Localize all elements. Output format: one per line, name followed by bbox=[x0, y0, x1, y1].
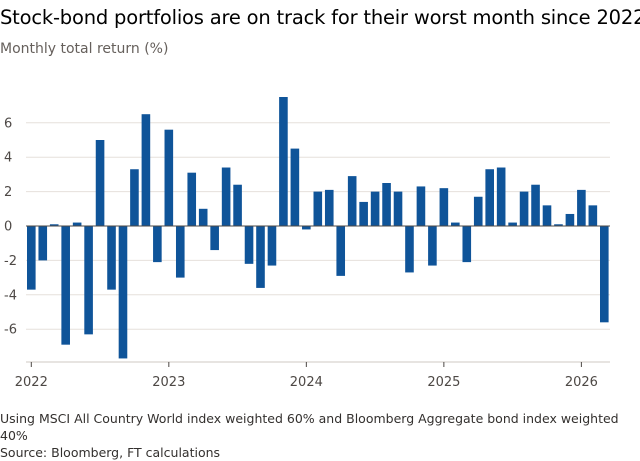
footnote-block: Using MSCI All Country World index weigh… bbox=[0, 410, 640, 461]
bar-2025-03 bbox=[462, 226, 472, 263]
bar-2026-01 bbox=[577, 189, 586, 226]
bar-2023-10 bbox=[267, 226, 277, 266]
x-tick-label: 2025 bbox=[427, 375, 460, 390]
y-tick-label: 6 bbox=[4, 116, 12, 131]
bar-2023-05 bbox=[210, 226, 219, 251]
bar-2024-09 bbox=[393, 191, 403, 226]
y-tick-label: 2 bbox=[4, 185, 12, 200]
bar-2022-01 bbox=[27, 226, 36, 290]
y-tick-label: -4 bbox=[4, 288, 17, 303]
bar-2025-02 bbox=[451, 222, 460, 226]
chart-subtitle: Monthly total return (%) bbox=[0, 41, 169, 57]
y-tick-label: 0 bbox=[4, 220, 12, 235]
chart-note: Using MSCI All Country World index weigh… bbox=[0, 411, 619, 443]
bar-2023-02 bbox=[175, 226, 185, 278]
bar-2023-06 bbox=[221, 167, 231, 226]
bar-2022-03 bbox=[49, 224, 59, 226]
bar-2024-12 bbox=[428, 226, 437, 266]
y-axis-labels: -6 -4 -2 0 2 4 6 bbox=[4, 116, 17, 337]
y-tick-label: -6 bbox=[4, 323, 17, 338]
bar-2025-11 bbox=[554, 224, 563, 226]
bar-2024-08 bbox=[382, 183, 391, 226]
bar-2023-07 bbox=[233, 184, 242, 226]
bar-2024-10 bbox=[405, 226, 414, 273]
bar-2022-06 bbox=[84, 226, 93, 335]
bar-2024-11 bbox=[416, 186, 426, 226]
x-axis: 2022 2023 2024 2025 2026 bbox=[15, 361, 610, 390]
bar-2022-08 bbox=[107, 226, 116, 290]
bar-2026-02 bbox=[588, 205, 598, 226]
bar-2024-02 bbox=[313, 191, 323, 226]
x-tick-label: 2023 bbox=[152, 375, 185, 390]
bar-2022-04 bbox=[61, 226, 70, 345]
bar-2023-04 bbox=[198, 208, 208, 226]
chart-source: Source: Bloomberg, FT calculations bbox=[0, 445, 221, 460]
bar-2022-12 bbox=[153, 226, 162, 263]
bar-2023-01 bbox=[164, 129, 174, 226]
bar-2022-11 bbox=[141, 114, 151, 226]
bar-2024-06 bbox=[359, 201, 368, 226]
bar-2025-07 bbox=[508, 222, 517, 226]
bar-2022-05 bbox=[72, 222, 82, 226]
x-tick-label: 2026 bbox=[565, 375, 598, 390]
bar-2025-01 bbox=[439, 188, 449, 226]
bar-2025-12 bbox=[565, 213, 575, 226]
bar-2024-07 bbox=[370, 191, 380, 226]
bar-2022-09 bbox=[118, 226, 128, 359]
bar-2025-04 bbox=[473, 196, 483, 226]
y-tick-label: 4 bbox=[4, 151, 12, 166]
bar-2022-02 bbox=[38, 226, 48, 261]
bar-2023-03 bbox=[187, 172, 197, 226]
chart-title: Stock-bond portfolios are on track for t… bbox=[0, 6, 640, 29]
x-tick-label: 2024 bbox=[290, 375, 323, 390]
bar-2024-01 bbox=[302, 226, 311, 230]
bar-2022-07 bbox=[95, 140, 105, 226]
y-tick-label: -2 bbox=[4, 254, 17, 269]
bar-2024-04 bbox=[336, 226, 346, 276]
bar-chart: -6 -4 -2 0 2 4 6 2022 2023 2024 2025 2026 bbox=[4, 97, 610, 390]
bar-2025-09 bbox=[531, 184, 540, 226]
bar-2025-08 bbox=[519, 191, 529, 226]
bar-2025-10 bbox=[542, 205, 552, 226]
bar-2023-12 bbox=[290, 148, 300, 226]
bar-2025-06 bbox=[496, 167, 506, 226]
bar-2023-08 bbox=[244, 226, 254, 264]
bar-2023-11 bbox=[279, 97, 288, 226]
bar-2022-10 bbox=[130, 169, 139, 226]
bars bbox=[27, 97, 609, 359]
bar-2024-03 bbox=[324, 189, 334, 226]
bar-2025-05 bbox=[485, 169, 494, 226]
x-tick-label: 2022 bbox=[15, 375, 48, 390]
bar-2026-03 bbox=[600, 226, 609, 323]
bar-2023-09 bbox=[256, 226, 265, 288]
bar-2024-05 bbox=[347, 176, 357, 226]
